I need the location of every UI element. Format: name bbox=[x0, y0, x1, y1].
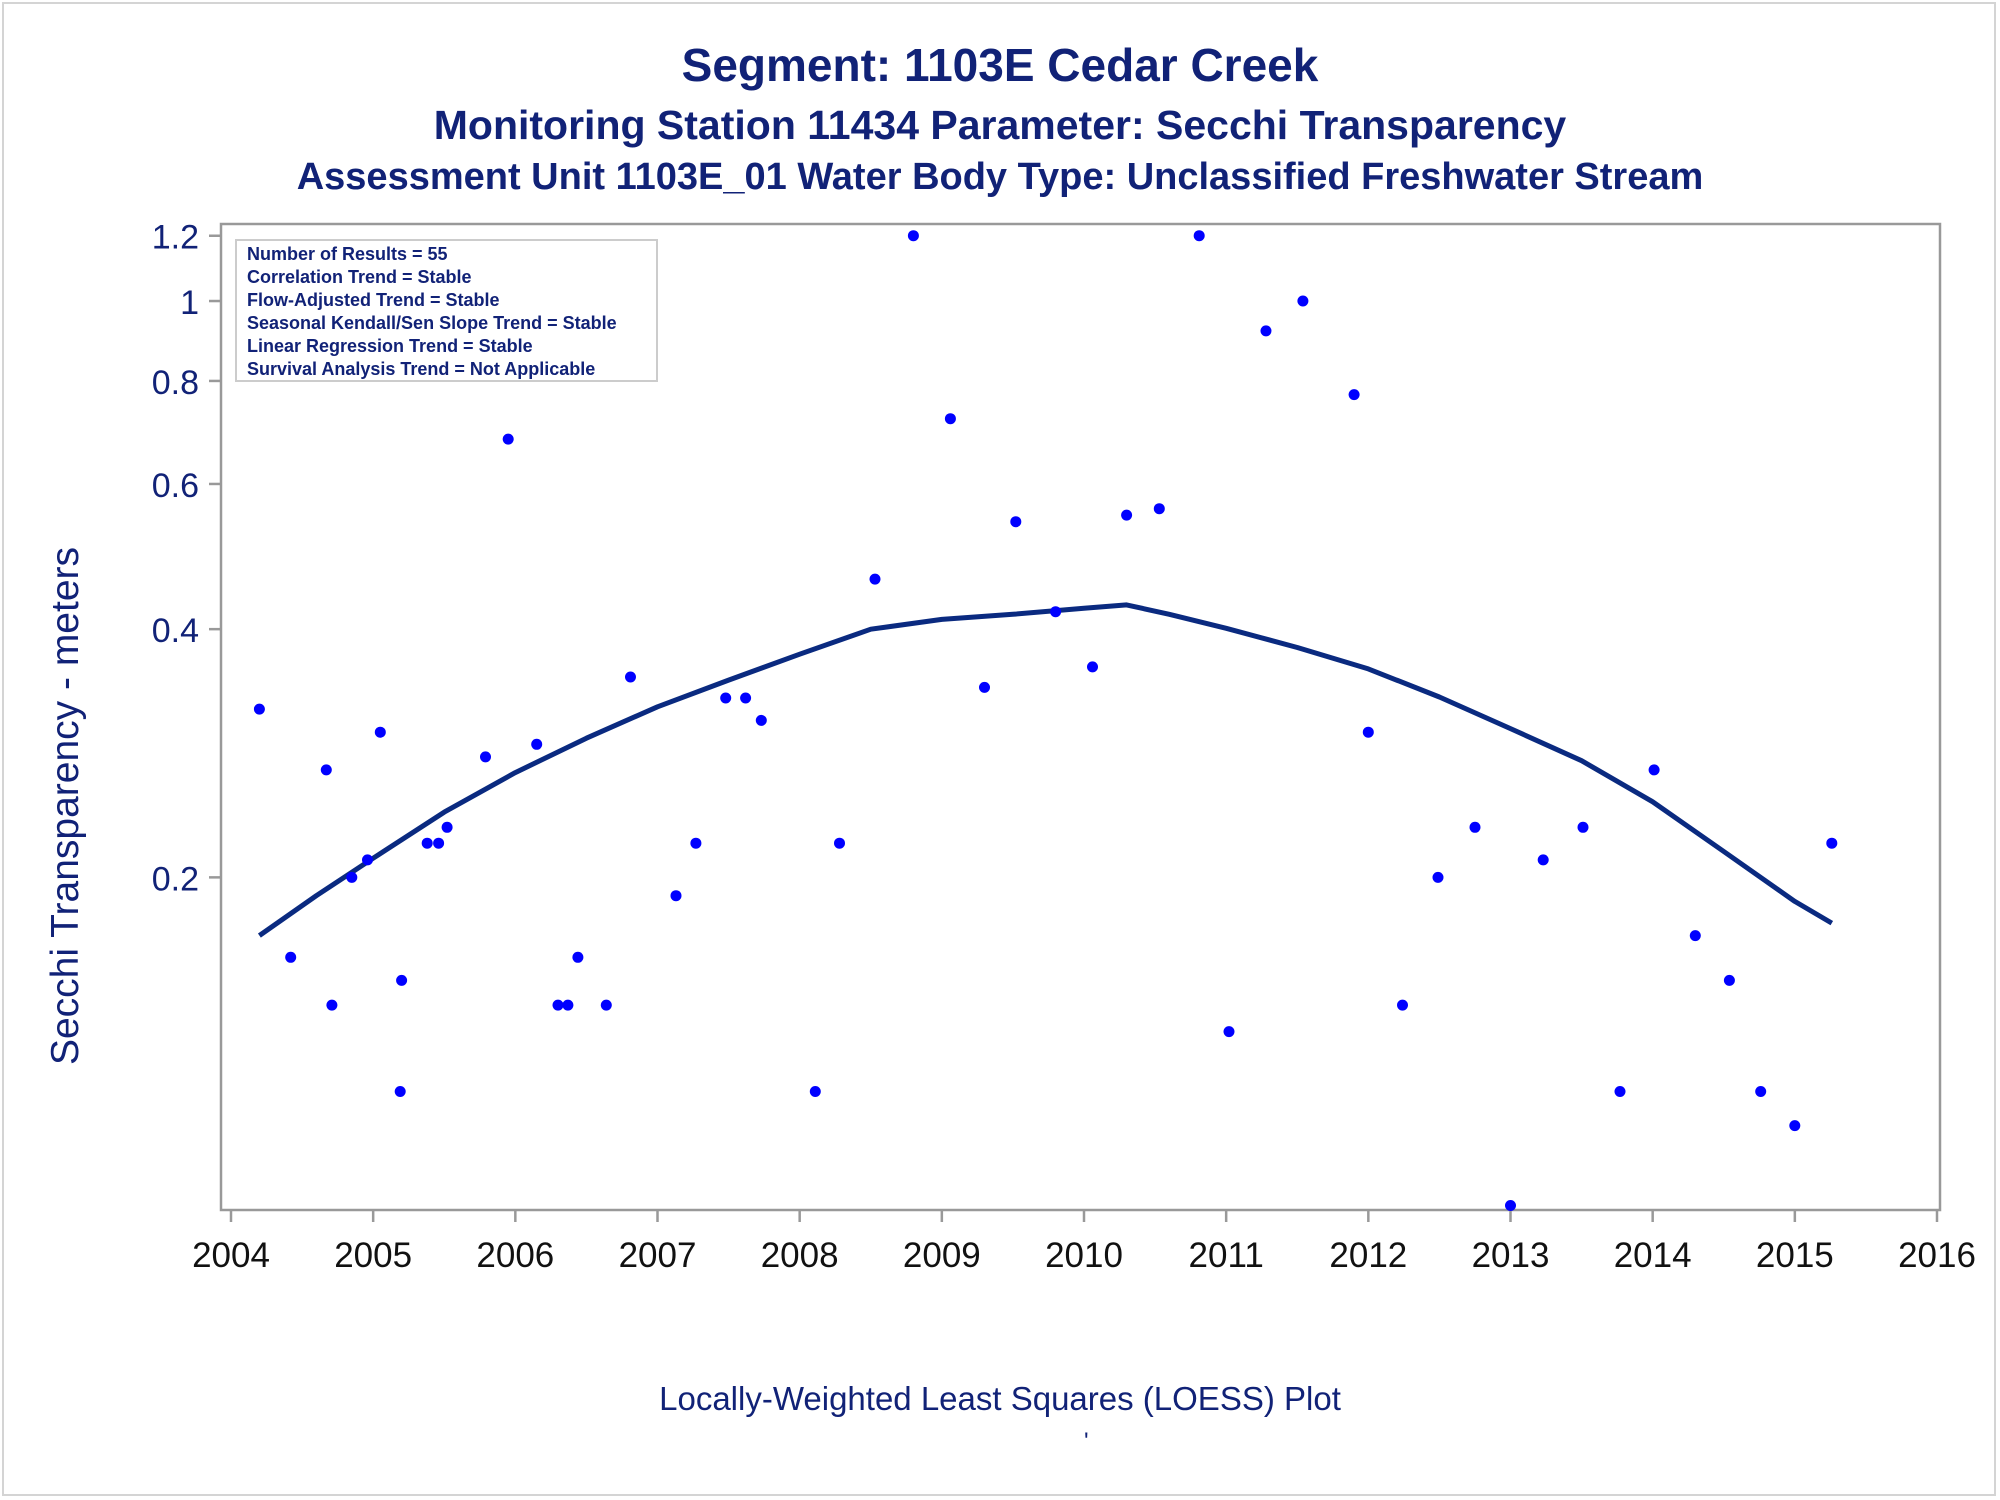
data-point bbox=[907, 230, 919, 242]
data-point bbox=[1469, 821, 1481, 833]
data-point bbox=[1614, 1086, 1626, 1097]
x-tick-label: 2004 bbox=[192, 1236, 270, 1275]
x-tick-label: 2011 bbox=[1189, 1236, 1264, 1275]
data-point bbox=[834, 837, 845, 849]
data-point bbox=[600, 999, 612, 1011]
data-point bbox=[720, 692, 732, 704]
data-point bbox=[1505, 1200, 1516, 1211]
data-point bbox=[433, 837, 445, 849]
y-tick-label: 0.2 bbox=[152, 860, 199, 898]
data-point bbox=[480, 751, 491, 763]
data-point bbox=[562, 999, 574, 1011]
x-tick-label: 2009 bbox=[903, 1236, 981, 1275]
data-point bbox=[1010, 516, 1022, 528]
legend-line: Seasonal Kendall/Sen Slope Trend = Stabl… bbox=[247, 313, 617, 333]
data-point bbox=[320, 764, 332, 776]
data-point bbox=[346, 871, 358, 883]
legend-line: Flow-Adjusted Trend = Stable bbox=[247, 290, 500, 310]
x-tick-label: 2007 bbox=[619, 1236, 697, 1275]
x-tick-label: 2008 bbox=[761, 1236, 839, 1275]
x-tick-label: 2005 bbox=[334, 1236, 412, 1275]
data-point bbox=[502, 433, 514, 445]
loess-curve bbox=[257, 602, 1834, 938]
data-point bbox=[1537, 854, 1549, 866]
y-tick-label: 1 bbox=[180, 284, 199, 322]
x-tick-label: 2013 bbox=[1472, 1236, 1550, 1275]
y-axis-label: Secchi Transparency - meters bbox=[44, 547, 87, 1065]
data-point bbox=[1362, 726, 1374, 738]
loess-curve-group bbox=[257, 602, 1834, 938]
x-tick-label: 2014 bbox=[1614, 1236, 1692, 1275]
data-point bbox=[809, 1086, 821, 1097]
data-point bbox=[1826, 837, 1838, 849]
x-tick-label: 2006 bbox=[476, 1236, 554, 1275]
data-point bbox=[1153, 503, 1165, 515]
footnote: ' bbox=[1084, 1428, 1089, 1455]
data-point bbox=[1260, 325, 1272, 337]
data-point bbox=[979, 681, 990, 693]
data-point bbox=[421, 837, 433, 849]
data-point bbox=[572, 951, 584, 963]
y-tick-label: 0.4 bbox=[152, 612, 199, 650]
data-point bbox=[394, 1086, 406, 1097]
y-tick-label: 0.8 bbox=[152, 364, 199, 402]
data-point bbox=[326, 999, 338, 1011]
data-point bbox=[441, 821, 453, 833]
x-axis: 2004 2005 2006 2007 2008 2009 2010 2011 2012 2013… bbox=[192, 1210, 1976, 1275]
data-point bbox=[374, 726, 386, 738]
data-point bbox=[285, 951, 297, 963]
data-point bbox=[944, 413, 956, 425]
y-tick-label: 1.2 bbox=[152, 219, 199, 257]
y-tick-label: 0.6 bbox=[152, 467, 199, 505]
legend-box-border bbox=[235, 239, 658, 382]
data-points bbox=[253, 230, 1838, 1211]
data-point bbox=[1223, 1026, 1235, 1038]
data-point bbox=[1087, 661, 1098, 673]
data-point bbox=[1648, 764, 1660, 776]
data-point bbox=[1755, 1086, 1767, 1097]
data-point bbox=[1432, 871, 1444, 883]
legend-line: Correlation Trend = Stable bbox=[247, 267, 472, 287]
chart-subtitle: Monitoring Station 11434 Parameter: Secc… bbox=[433, 102, 1567, 148]
data-point bbox=[1689, 930, 1701, 942]
x-tick-label: 2010 bbox=[1045, 1236, 1123, 1275]
plot-area bbox=[219, 222, 1942, 1212]
data-point bbox=[755, 714, 767, 726]
x-tick-label: 2016 bbox=[1898, 1236, 1976, 1275]
x-tick-label: 2012 bbox=[1329, 1236, 1407, 1275]
data-point bbox=[1050, 606, 1062, 618]
data-point bbox=[552, 999, 564, 1011]
data-point bbox=[253, 703, 265, 715]
legend-line: Number of Results = 55 bbox=[247, 244, 448, 264]
data-point bbox=[1723, 974, 1735, 986]
y-axis: 0.2 0.4 0.6 0.8 1 1.2 bbox=[152, 219, 221, 898]
data-point bbox=[396, 974, 408, 986]
data-point bbox=[625, 671, 636, 683]
data-point bbox=[1397, 999, 1408, 1011]
data-point bbox=[531, 738, 543, 750]
data-point bbox=[1577, 821, 1589, 833]
chart-title: Segment: 1103E Cedar Creek bbox=[681, 39, 1319, 91]
legend-line: Survival Analysis Trend = Not Applicable bbox=[247, 359, 595, 379]
data-point bbox=[1193, 230, 1205, 242]
x-tick-label: 2015 bbox=[1756, 1236, 1834, 1275]
chart-subtitle-2: Assessment Unit 1103E_01 Water Body Type… bbox=[296, 156, 1704, 198]
data-point bbox=[740, 692, 752, 704]
data-point bbox=[1121, 509, 1133, 521]
stats-legend-box: Number of Results = 55 Correlation Trend … bbox=[235, 239, 658, 382]
plot-footer: Locally-Weighted Least Squares (LOESS) P… bbox=[659, 1380, 1341, 1417]
data-point bbox=[690, 837, 702, 849]
data-point bbox=[362, 854, 373, 866]
data-point bbox=[1297, 295, 1309, 307]
data-point bbox=[1789, 1120, 1801, 1132]
data-point bbox=[670, 890, 682, 902]
legend-line: Linear Regression Trend = Stable bbox=[247, 336, 533, 356]
data-point bbox=[869, 573, 881, 585]
data-point bbox=[1348, 389, 1360, 401]
